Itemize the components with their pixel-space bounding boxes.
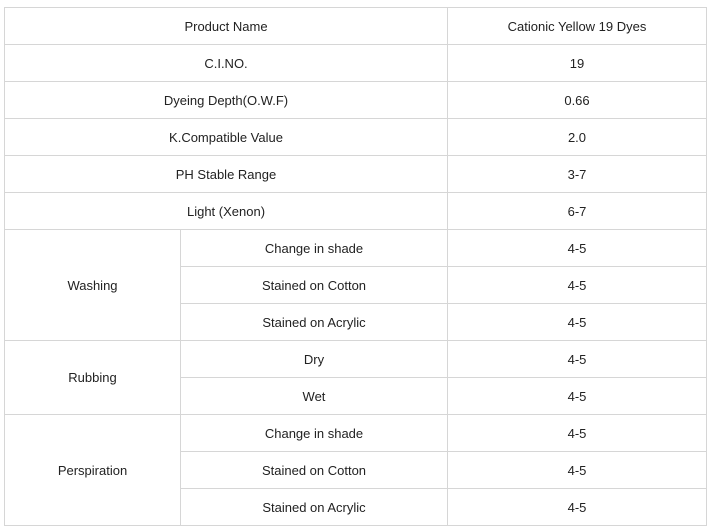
sub-property-label: Stained on Acrylic: [180, 303, 448, 341]
sub-property-value: 4-5: [447, 488, 707, 526]
sub-property-label: Wet: [180, 377, 448, 415]
property-value: 0.66: [447, 81, 707, 119]
property-value: 19: [447, 44, 707, 82]
table-row: Stained on Cotton 4-5: [5, 266, 707, 304]
table-row: Stained on Acrylic 4-5: [5, 303, 707, 341]
sub-property-value: 4-5: [447, 266, 707, 304]
table-row: Rubbing Dry 4-5: [4, 340, 707, 415]
property-value: 3-7: [447, 155, 707, 193]
sub-property-label: Dry: [180, 340, 448, 378]
property-label: Dyeing Depth(O.W.F): [4, 81, 448, 119]
property-label: K.Compatible Value: [4, 118, 448, 156]
table-row: K.Compatible Value 2.0: [4, 118, 707, 156]
sub-property-label: Stained on Acrylic: [180, 488, 448, 526]
dye-properties-table: Product Name Cationic Yellow 19 Dyes C.I…: [4, 7, 707, 526]
sub-property-value: 4-5: [447, 451, 707, 489]
product-name-value: Cationic Yellow 19 Dyes: [447, 7, 707, 45]
table-row: Light (Xenon) 6-7: [4, 192, 707, 230]
group-label-rubbing: Rubbing: [4, 340, 181, 415]
sub-property-value: 4-5: [447, 414, 707, 452]
table-row: C.I.NO. 19: [4, 44, 707, 82]
sub-property-value: 4-5: [447, 377, 707, 415]
property-label: C.I.NO.: [4, 44, 448, 82]
property-value: 2.0: [447, 118, 707, 156]
sub-property-label: Change in shade: [180, 229, 448, 267]
product-name-label: Product Name: [4, 7, 448, 45]
property-label: Light (Xenon): [4, 192, 448, 230]
group-label-perspiration: Perspiration: [4, 414, 181, 526]
table-row-header: Product Name Cationic Yellow 19 Dyes: [4, 7, 707, 45]
sub-property-label: Change in shade: [180, 414, 448, 452]
sub-property-label: Stained on Cotton: [180, 266, 448, 304]
table-row: Wet 4-5: [5, 377, 707, 415]
sub-property-label: Stained on Cotton: [180, 451, 448, 489]
sub-property-value: 4-5: [447, 340, 707, 378]
property-value: 6-7: [447, 192, 707, 230]
sub-property-value: 4-5: [447, 303, 707, 341]
table-row: Dyeing Depth(O.W.F) 0.66: [4, 81, 707, 119]
sub-property-value: 4-5: [447, 229, 707, 267]
table-row: Washing Change in shade 4-5: [4, 229, 707, 341]
table-row: Perspiration Change in shade 4-5: [4, 414, 707, 526]
group-label-washing: Washing: [4, 229, 181, 341]
table-row: Stained on Acrylic 4-5: [5, 488, 707, 526]
property-label: PH Stable Range: [4, 155, 448, 193]
table-row: PH Stable Range 3-7: [4, 155, 707, 193]
table-row: Stained on Cotton 4-5: [5, 451, 707, 489]
